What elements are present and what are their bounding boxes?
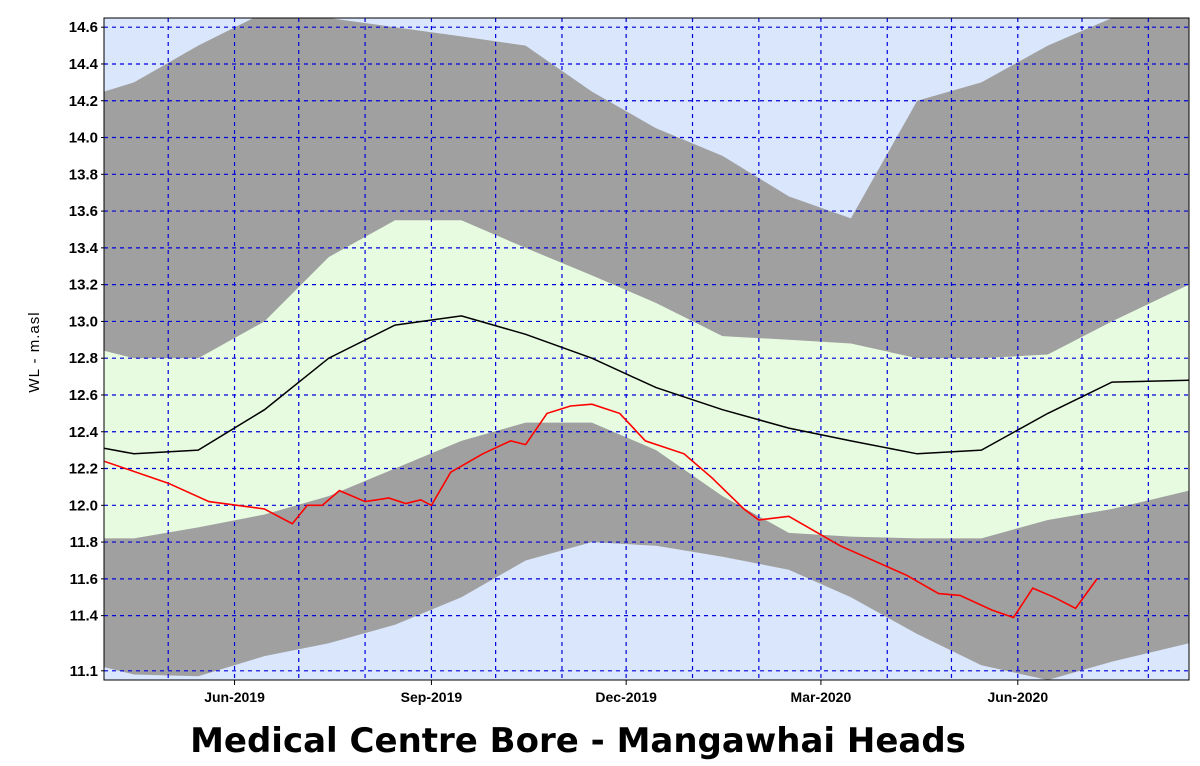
y-tick-label: 12.4 bbox=[69, 424, 99, 441]
x-axis-ticks: Jun-2019 Sep-2019 Dec-2019 Mar-2020 Jun-2020 bbox=[204, 680, 1048, 705]
observed-water-level-line bbox=[104, 403, 1098, 619]
series-lines bbox=[104, 315, 1189, 619]
y-tick-label: 11.4 bbox=[70, 608, 99, 625]
y-tick-label: 13.0 bbox=[69, 313, 98, 330]
y-tick-label: 14.4 bbox=[69, 56, 99, 73]
y-tick-label: 11.6 bbox=[70, 571, 98, 588]
y-tick-label: 12.6 bbox=[69, 387, 98, 404]
y-tick-label: 11.8 bbox=[70, 534, 98, 551]
x-tick-label: Mar-2020 bbox=[791, 689, 852, 705]
y-tick-label: 12.0 bbox=[69, 497, 98, 514]
y-tick-label: 11.1 bbox=[70, 663, 98, 680]
x-tick-label: Jun-2019 bbox=[204, 689, 265, 705]
y-axis-label: WL - m.asl bbox=[26, 311, 43, 392]
chart-title: Medical Centre Bore - Mangawhai Heads bbox=[190, 721, 966, 761]
y-tick-label: 13.4 bbox=[69, 240, 99, 257]
inner-percentile-band bbox=[104, 220, 1189, 539]
plot-frame bbox=[103, 17, 1190, 681]
median-line bbox=[104, 315, 1189, 455]
y-tick-label: 12.2 bbox=[69, 461, 98, 478]
y-axis-ticks: 11.1 11.4 11.6 11.8 12.0 12.2 12.4 12.6 12.8 13.0… bbox=[69, 19, 104, 680]
x-tick-label: Jun-2020 bbox=[987, 689, 1048, 705]
y-tick-label: 14.6 bbox=[69, 19, 98, 36]
x-tick-label: Sep-2019 bbox=[401, 689, 463, 705]
y-tick-label: 13.8 bbox=[69, 166, 98, 183]
y-tick-label: 13.6 bbox=[69, 203, 98, 220]
x-tick-label: Dec-2019 bbox=[595, 689, 657, 705]
y-tick-label: 13.2 bbox=[69, 277, 98, 294]
percentile-bands bbox=[104, 18, 1189, 680]
y-tick-label: 12.8 bbox=[69, 350, 98, 367]
grid-lines bbox=[104, 18, 1189, 680]
y-tick-label: 14.2 bbox=[69, 93, 98, 110]
y-tick-label: 14.0 bbox=[69, 130, 98, 147]
